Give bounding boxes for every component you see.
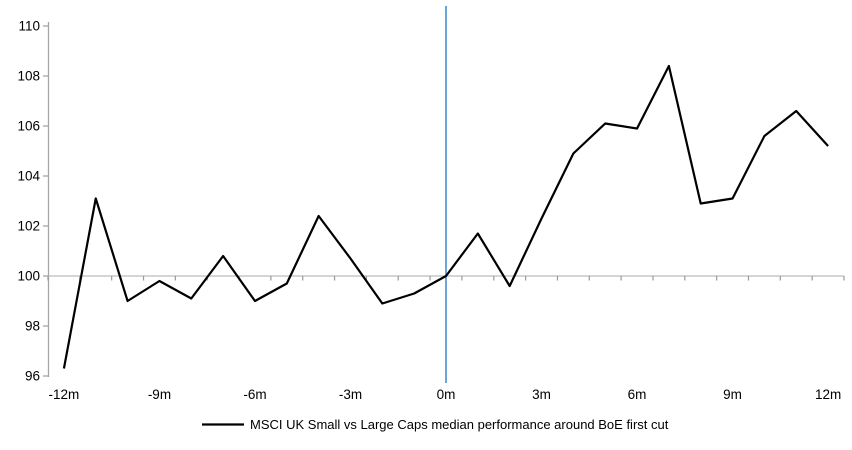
legend-label: MSCI UK Small vs Large Caps median perfo…	[250, 417, 669, 432]
y-tick-label: 100	[17, 269, 40, 284]
y-tick-label: 104	[17, 169, 40, 184]
x-tick-label: 6m	[628, 387, 647, 402]
x-axis-labels: -12m -9m -6m -3m 0m 3m 6m 9m 12m	[49, 387, 842, 402]
y-tick-label: 98	[25, 319, 40, 334]
x-tick-label: 3m	[532, 387, 551, 402]
y-tick-label: 102	[17, 219, 40, 234]
series-polyline	[62, 64, 829, 369]
x-tick-label: 0m	[437, 387, 456, 402]
x-tick-label: -9m	[148, 387, 171, 402]
x-tick-label: -6m	[243, 387, 266, 402]
x-tick-label: -12m	[49, 387, 80, 402]
x-tick-label: 12m	[815, 387, 841, 402]
y-axis: 96 98 100 102 104 106 108 110	[17, 19, 50, 384]
x-tick-label: -3m	[339, 387, 362, 402]
y-tick-label: 108	[17, 69, 40, 84]
y-tick-label: 106	[17, 119, 40, 134]
x-tick-label: 9m	[723, 387, 742, 402]
y-tick-label: 96	[25, 369, 40, 384]
y-tick-label: 110	[18, 19, 40, 34]
legend: MSCI UK Small vs Large Caps median perfo…	[202, 417, 669, 432]
